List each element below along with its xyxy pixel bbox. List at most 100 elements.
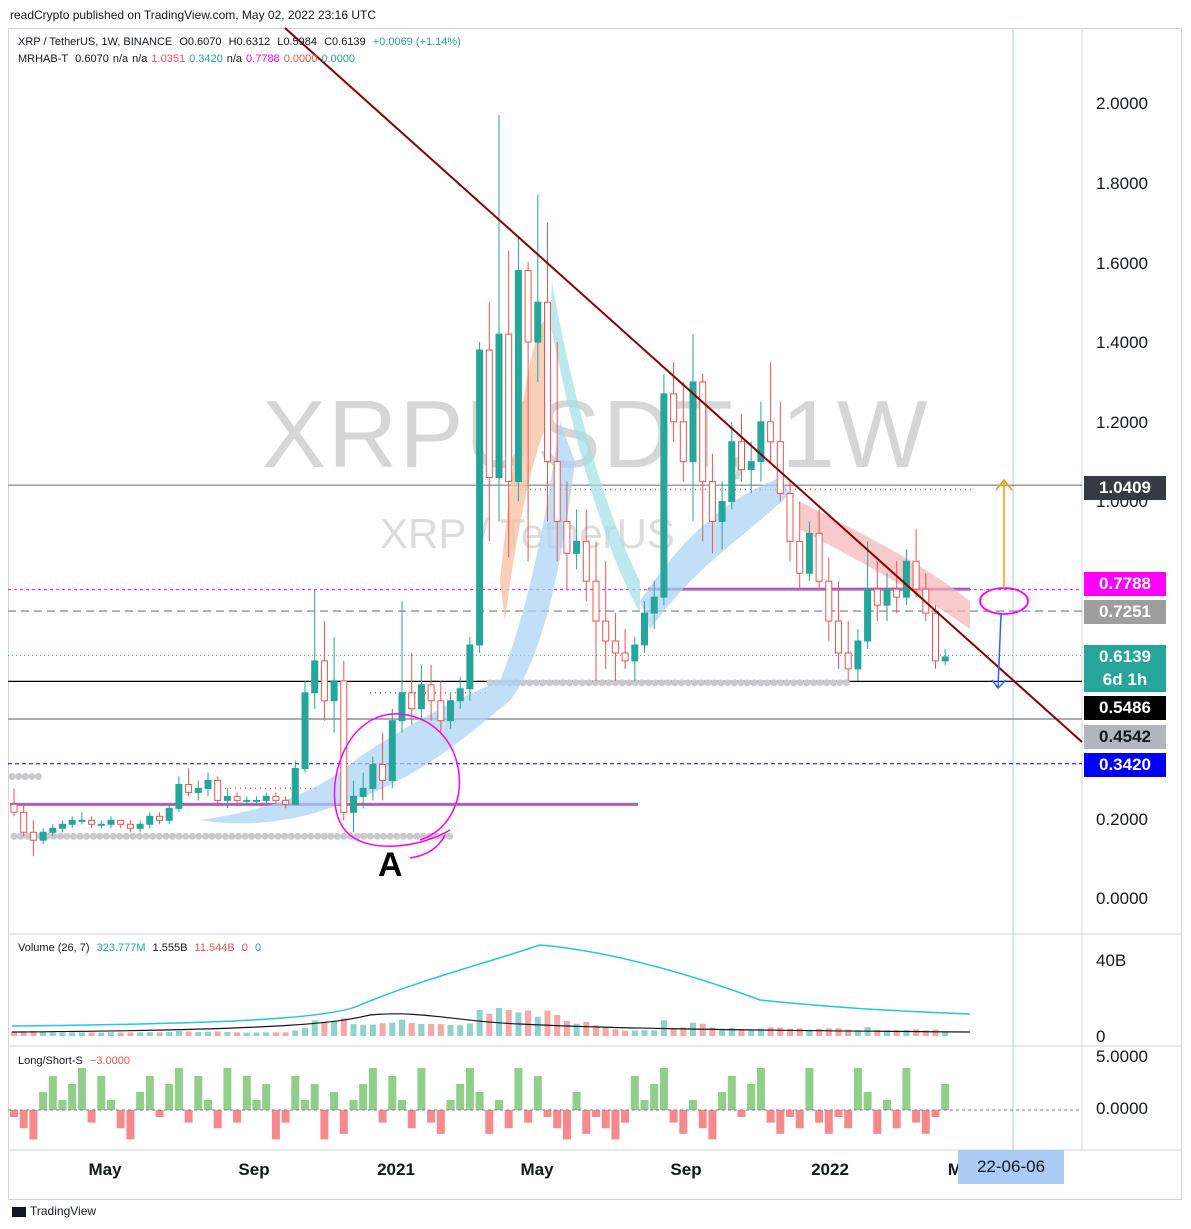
ls-bar-48 — [475, 1092, 484, 1110]
ls-bar-23 — [233, 1110, 242, 1123]
annotation-circle-right — [979, 587, 1029, 615]
candle-body-73 — [718, 501, 726, 522]
ls-bar-13 — [136, 1092, 145, 1110]
candle-body-56 — [553, 461, 561, 522]
ls-bar-67 — [659, 1068, 668, 1110]
candle-body-71 — [699, 381, 707, 483]
volume-bar-85 — [835, 1028, 842, 1036]
ls-bar-42 — [417, 1068, 426, 1110]
ls-bar-20 — [204, 1100, 212, 1110]
price-tag-0.7788: 0.7788 — [1084, 572, 1166, 596]
tradingview-logo-icon — [12, 1206, 26, 1217]
volume-v3: 11.544B — [194, 942, 235, 954]
candle-body-86 — [844, 652, 852, 670]
volume-bar-54 — [534, 1016, 541, 1036]
ls-bar-35 — [349, 1100, 358, 1110]
legend-high: H0.6312 — [228, 36, 271, 48]
candle-body-59 — [582, 540, 590, 582]
ls-bar-84 — [824, 1110, 833, 1134]
price-label-1.6: 1.6000 — [1096, 254, 1148, 273]
volume-bar-10 — [108, 1032, 114, 1036]
volume-bar-49 — [486, 1013, 493, 1036]
candle-body-30 — [301, 692, 309, 769]
price-tag-countdown: 6d 1h — [1084, 668, 1166, 692]
volume-bar-14 — [146, 1032, 153, 1036]
ls-bar-73 — [718, 1092, 727, 1110]
candle-body-35 — [350, 795, 357, 813]
candle-body-0 — [10, 803, 18, 813]
volume-axis-0: 0 — [1096, 1027, 1106, 1046]
volume-bar-42 — [418, 1023, 425, 1036]
ls-bar-16 — [165, 1084, 174, 1110]
ls-bar-74 — [727, 1076, 736, 1110]
candle-body-29 — [291, 767, 299, 805]
ribbon-blue-2 — [640, 477, 790, 630]
volume-bar-50 — [496, 1008, 502, 1036]
candle-body-5 — [59, 823, 66, 829]
indicator-value-6: 0.7788 — [246, 53, 280, 65]
price-label-1.8: 1.8000 — [1096, 174, 1148, 193]
candle-body-6 — [68, 819, 76, 825]
volume-bar-60 — [593, 1025, 599, 1036]
ls-bar-96 — [941, 1084, 950, 1110]
volume-bar-44 — [437, 1024, 444, 1036]
legend-open: O0.6070 — [179, 36, 222, 48]
ls-axis-0: 0.0000 — [1096, 1099, 1148, 1118]
volume-bar-62 — [612, 1029, 619, 1036]
volume-bar-43 — [428, 1023, 435, 1036]
price-tag-0.3420: 0.3420 — [1084, 753, 1166, 777]
candle-body-93 — [912, 560, 920, 590]
candle-body-1 — [20, 811, 28, 833]
published-header: readCrypto published on TradingView.com,… — [10, 8, 376, 22]
candle-body-47 — [466, 644, 474, 690]
ls-bar-86 — [844, 1110, 853, 1129]
legend-main: XRP / TetherUS, 1W, BINANCE O0.6070 H0.6… — [18, 36, 465, 48]
ls-bar-8 — [87, 1110, 96, 1123]
ls-bar-59 — [582, 1110, 591, 1134]
ls-bar-82 — [805, 1068, 814, 1110]
legend-close: C0.6139 — [324, 36, 366, 48]
ls-bar-5 — [58, 1100, 67, 1110]
volume-v4: 0 — [241, 942, 248, 954]
volume-bar-27 — [272, 1032, 279, 1036]
ls-bar-88 — [863, 1092, 872, 1110]
ls-bar-44 — [436, 1110, 445, 1134]
ls-bar-39 — [388, 1076, 397, 1110]
cursor-date-box: 22-06-06 — [958, 1150, 1064, 1184]
down-arrow-line — [997, 613, 1002, 689]
ls-bar-14 — [145, 1076, 154, 1110]
footer-text: TradingView — [30, 1204, 97, 1218]
annotation-label-a: A — [378, 846, 403, 884]
candle-body-19 — [194, 787, 202, 793]
candle-body-39 — [388, 720, 396, 781]
candle-body-52 — [514, 269, 522, 483]
candle-body-42 — [417, 684, 425, 710]
volume-bar-47 — [466, 1023, 473, 1036]
candle-body-76 — [747, 461, 755, 471]
ls-bar-77 — [756, 1068, 765, 1110]
ls-bar-55 — [543, 1110, 552, 1117]
candle-body-21 — [214, 779, 222, 801]
price-tag-0.7251: 0.7251 — [1084, 600, 1166, 624]
volume-bar-7 — [78, 1032, 85, 1036]
volume-bar-1 — [20, 1031, 27, 1036]
ls-bar-80 — [786, 1110, 794, 1117]
candle-body-83 — [815, 532, 823, 582]
indicator-value-0: 0.6070 — [75, 53, 109, 65]
volume-bar-96 — [942, 1032, 949, 1036]
ls-bar-30 — [301, 1100, 309, 1110]
ls-bar-58 — [572, 1092, 581, 1110]
volume-bar-6 — [69, 1032, 76, 1036]
ls-bar-52 — [514, 1068, 523, 1110]
candle-body-77 — [757, 421, 765, 463]
ls-bar-57 — [562, 1110, 571, 1140]
volume-bar-68 — [670, 1028, 677, 1036]
up-arrow-head — [995, 478, 1013, 491]
price-label-1.4: 1.4000 — [1096, 333, 1148, 352]
volume-bar-78 — [767, 1027, 774, 1036]
ls-bar-45 — [446, 1100, 455, 1110]
tradingview-footer: TradingView — [12, 1204, 96, 1218]
candle-body-89 — [873, 588, 881, 606]
indicator-value-7: 0.0000 — [283, 53, 318, 65]
